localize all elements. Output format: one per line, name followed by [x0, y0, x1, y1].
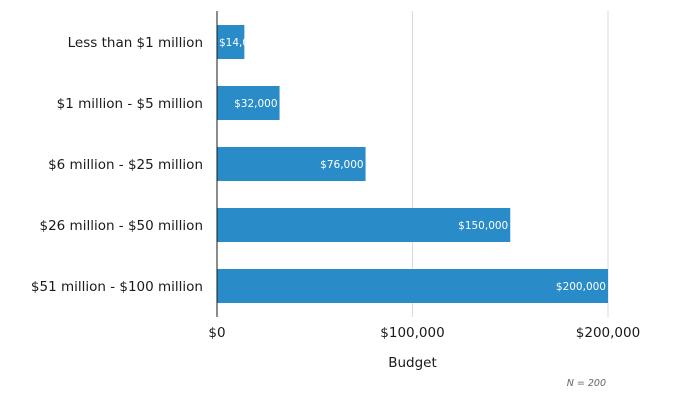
gridlines: [412, 11, 609, 317]
bar: [217, 25, 245, 59]
x-axis-title: Budget: [388, 355, 437, 371]
bar: [217, 208, 511, 242]
x-tick-label: $0: [208, 325, 225, 341]
bar-value-label: $14,000: [219, 37, 262, 49]
x-tick-label: $100,000: [380, 325, 444, 341]
bar: [217, 86, 280, 120]
bar-value-label: $200,000: [556, 281, 606, 293]
bar-value-label: $76,000: [320, 159, 363, 171]
category-labels: Less than $1 million $1 million - $5 mill…: [31, 35, 203, 295]
bar: [217, 269, 608, 303]
x-tick-label: $200,000: [576, 325, 640, 341]
x-tick-labels: $0 $100,000 $200,000: [208, 325, 640, 341]
bar: [217, 147, 366, 181]
category-label: Less than $1 million: [68, 35, 203, 51]
bar-value-label: $32,000: [234, 98, 277, 110]
bars: $14,000 $32,000 $76,000 $150,000 $200,000: [217, 25, 608, 303]
category-label: $6 million - $25 million: [48, 157, 203, 173]
category-label: $26 million - $50 million: [39, 218, 203, 234]
category-label: $1 million - $5 million: [57, 96, 203, 112]
sample-size-note: N = 200: [567, 378, 606, 389]
category-label: $51 million - $100 million: [31, 279, 203, 295]
bar-value-label: $150,000: [458, 220, 508, 232]
